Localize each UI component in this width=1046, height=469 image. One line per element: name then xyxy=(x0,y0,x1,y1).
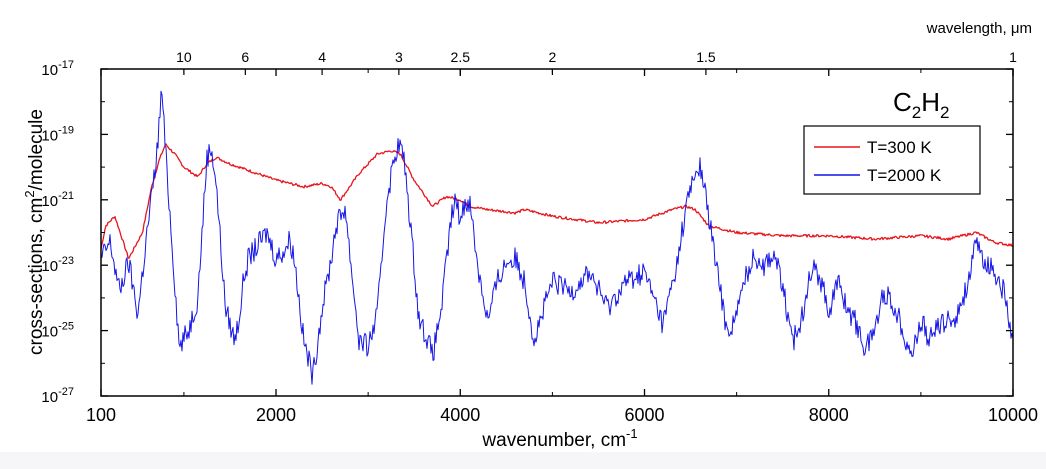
top-axis-label: wavelength, μm xyxy=(926,20,1032,37)
top-tick-label: 1 xyxy=(1009,49,1017,65)
legend-box xyxy=(803,125,981,195)
top-tick-label: 10 xyxy=(176,49,192,65)
x-axis-label-sup: -1 xyxy=(626,426,638,441)
legend-label-2000k: T=2000 K xyxy=(867,166,942,185)
y-tick-label: 10-17 xyxy=(41,59,74,79)
top-tick-label: 3 xyxy=(395,49,403,65)
molecule-label-h: H xyxy=(921,87,940,117)
x-axis-label: wavenumber, cm-1 xyxy=(481,426,637,451)
top-axis: 10 6 4 3 2.5 2 1.5 1 xyxy=(176,49,1017,75)
series-lines xyxy=(101,90,1013,385)
y-tick-label: 10-19 xyxy=(41,124,74,144)
molecule-label-sub2: 2 xyxy=(940,103,949,122)
y-tick-label: 10-25 xyxy=(41,321,74,341)
x-axis-label-text: wavenumber, cm xyxy=(481,430,626,451)
y-axis: 10-17 10-19 10-21 10-23 10-25 10-27 xyxy=(41,59,1013,406)
series-line-2000k xyxy=(101,90,1013,385)
x-tick-label: 6000 xyxy=(624,405,664,425)
y-tick-label: 10-21 xyxy=(41,190,74,210)
legend-label-300k: T=300 K xyxy=(867,138,932,157)
top-tick-label: 4 xyxy=(318,49,326,65)
molecule-label: C2H2 xyxy=(893,87,950,122)
y-tick-label: 10-23 xyxy=(41,255,74,275)
y-axis-label-sup: 2 xyxy=(22,190,37,197)
legend: T=300 K T=2000 K xyxy=(803,125,981,195)
y-tick-label: 10-27 xyxy=(41,386,74,406)
x-tick-label: 8000 xyxy=(809,405,849,425)
y-axis-label: cross-sections, cm2/molecule xyxy=(22,109,47,355)
x-tick-label: 100 xyxy=(86,405,116,425)
top-tick-label: 2.5 xyxy=(451,49,471,65)
top-tick-label: 2 xyxy=(548,49,556,65)
series-line-300k xyxy=(101,143,1013,259)
molecule-label-sub1: 2 xyxy=(912,103,921,122)
bottom-strip xyxy=(0,452,1046,469)
y-axis-label-text2: /molecule xyxy=(26,109,47,190)
molecule-label-c: C xyxy=(893,87,912,117)
top-tick-label: 6 xyxy=(241,49,249,65)
x-tick-label: 10000 xyxy=(988,405,1038,425)
top-tick-label: 1.5 xyxy=(696,49,716,65)
y-axis-label-text1: cross-sections, cm xyxy=(26,198,47,355)
x-tick-label: 4000 xyxy=(440,405,480,425)
x-tick-label: 2000 xyxy=(256,405,296,425)
